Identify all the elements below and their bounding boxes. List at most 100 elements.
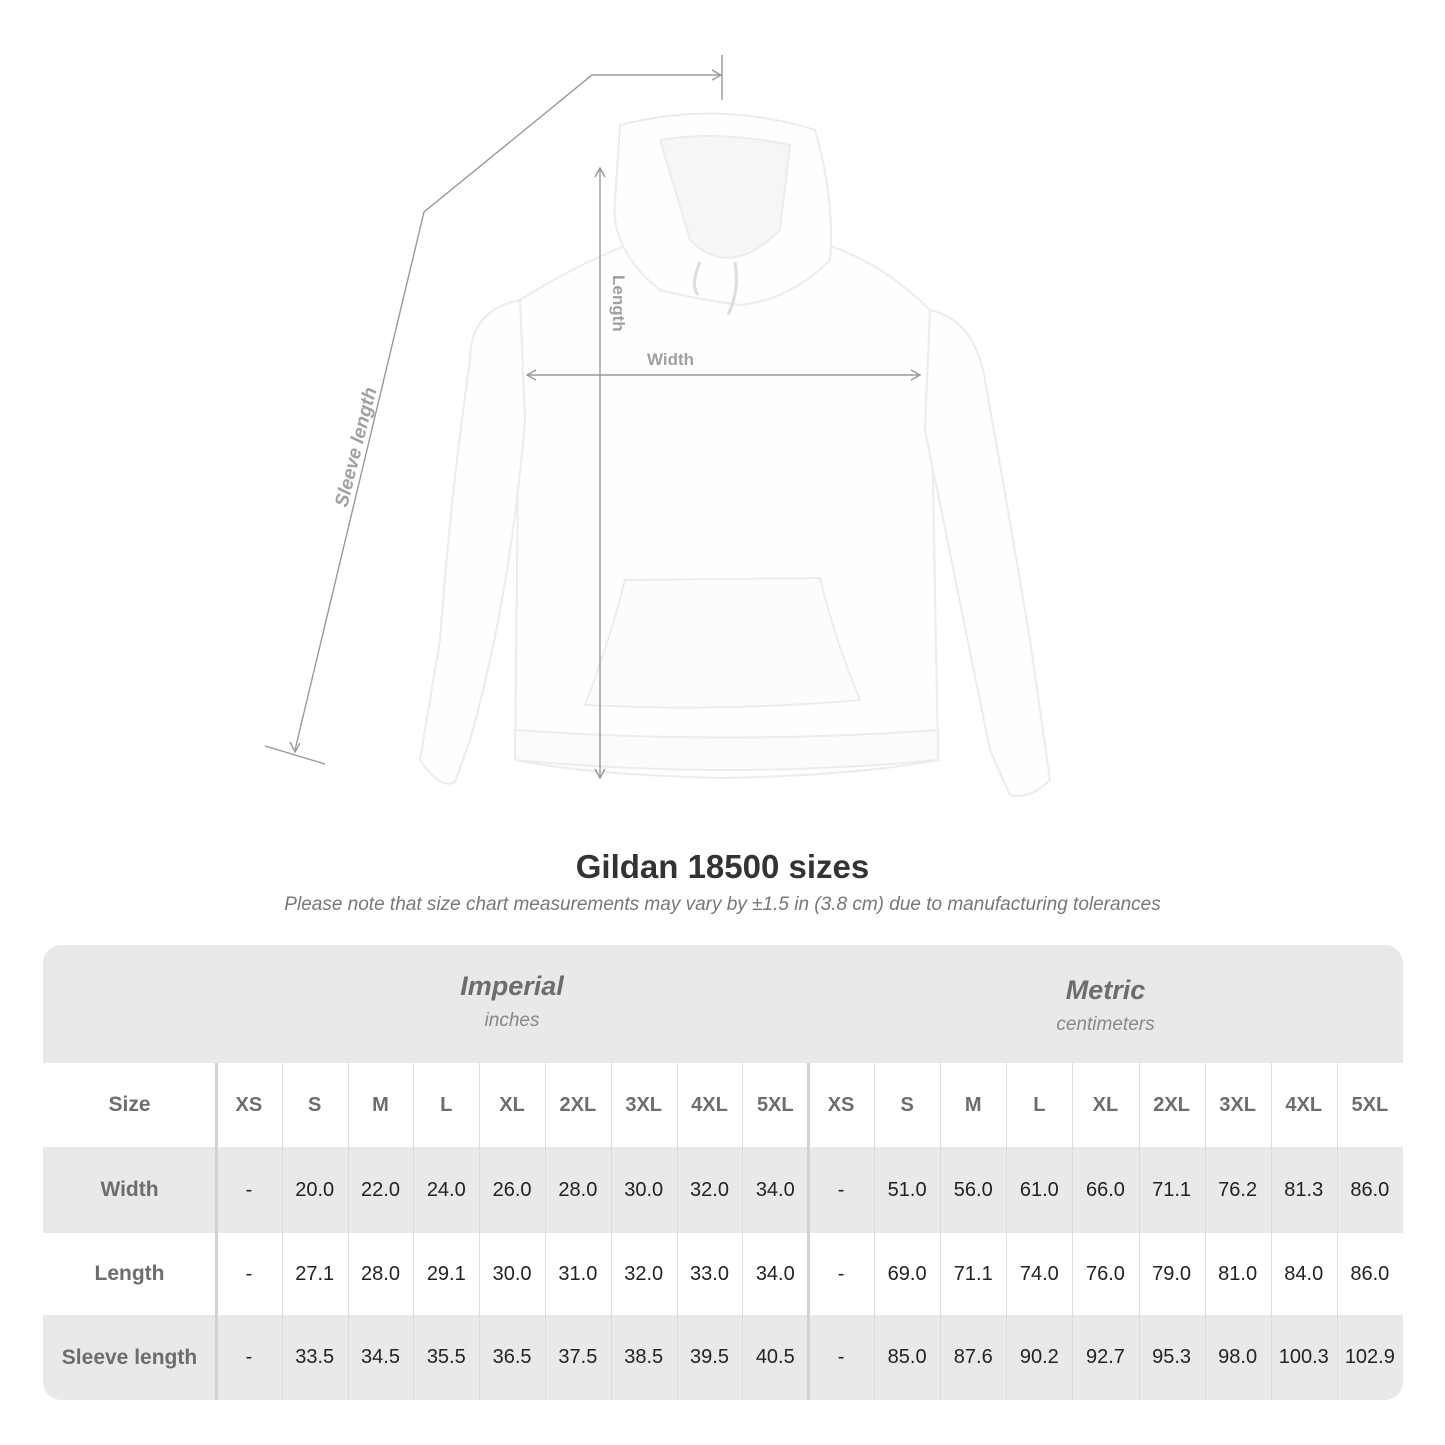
metric-size-3XL: 3XL [1219, 1093, 1256, 1116]
metric-header: Metric centimeters [808, 949, 1403, 1067]
table-cell: 85.0 [887, 1346, 927, 1368]
column-divider [479, 1063, 481, 1400]
table-cell: 30.0 [624, 1178, 664, 1201]
header-band [43, 945, 1403, 1063]
table-cell: 74.0 [1019, 1262, 1059, 1285]
table-cell: 51.0 [887, 1178, 927, 1201]
table-cell: 100.3 [1278, 1346, 1329, 1368]
table-cell: 35.5 [426, 1346, 466, 1368]
table-cell: 28.0 [558, 1178, 598, 1201]
page-title: Gildan 18500 sizes [575, 848, 870, 885]
table-cell: - [245, 1346, 253, 1368]
column-divider [676, 1063, 678, 1400]
metric-size-2XL: 2XL [1153, 1093, 1190, 1116]
hoodie-image [418, 112, 1052, 797]
metric-size-5XL: 5XL [1351, 1093, 1389, 1116]
imperial-size-4XL: 4XL [691, 1093, 728, 1116]
table-cell: 98.0 [1218, 1346, 1258, 1368]
table-cell: 31.0 [558, 1262, 598, 1285]
table-cell: 30.0 [492, 1262, 532, 1285]
hoodie-diagram: Sleeve length Length Width [264, 55, 1052, 797]
table-cell: 71.1 [1152, 1178, 1192, 1201]
table-cell: - [837, 1262, 845, 1285]
metric-size-4XL: 4XL [1285, 1093, 1323, 1116]
table-cell: 79.0 [1152, 1262, 1192, 1285]
column-divider [1336, 1063, 1338, 1400]
table-cell: 40.5 [755, 1346, 795, 1368]
width-measure-line [525, 369, 922, 381]
length-measure-line [594, 166, 606, 780]
imperial-size-3XL: 3XL [625, 1093, 663, 1116]
row-label: Sleeve length [61, 1345, 198, 1369]
table-cell: 33.0 [690, 1262, 729, 1285]
column-divider [742, 1063, 744, 1400]
metric-size-S: S [900, 1093, 914, 1116]
table-cell: 22.0 [361, 1178, 400, 1201]
table-cell: 95.3 [1152, 1346, 1192, 1368]
imperial-size-XL: XL [499, 1093, 525, 1116]
column-divider [807, 1063, 810, 1400]
table-cell: - [245, 1178, 253, 1201]
column-divider [940, 1063, 942, 1400]
table-cell: 66.0 [1085, 1178, 1125, 1201]
table-cell: 27.1 [295, 1262, 335, 1285]
table-cell: 26.0 [492, 1178, 532, 1201]
table-cell: 86.0 [1350, 1262, 1390, 1285]
column-divider [215, 1063, 218, 1400]
table-cell: - [245, 1262, 253, 1285]
imperial-size-L: L [440, 1093, 453, 1116]
tolerance-note: Please note that size chart measurements… [284, 894, 1161, 915]
metric-size-L: L [1033, 1093, 1046, 1116]
table-cell: 37.5 [558, 1346, 598, 1368]
size-header: Size [108, 1093, 151, 1116]
table-cell: 38.5 [624, 1346, 664, 1368]
table-cell: 86.0 [1350, 1178, 1390, 1201]
drawstrings [693, 261, 738, 316]
table-cell: - [837, 1178, 845, 1201]
table-cell: 81.3 [1284, 1178, 1324, 1201]
table-cell: 76.2 [1218, 1178, 1258, 1201]
size-table: Imperial inches Metric centimeters Size X… [43, 945, 1403, 1400]
imperial-size-M: M [372, 1093, 389, 1116]
metric-unit: centimeters [1056, 1014, 1155, 1035]
table-cell: 20.0 [295, 1178, 335, 1201]
table-cell: 33.5 [295, 1346, 335, 1368]
table-cell: 81.0 [1218, 1262, 1258, 1285]
table-cell: 87.6 [953, 1346, 993, 1368]
table-cell: 39.5 [690, 1346, 729, 1368]
table-cell: 28.0 [361, 1262, 400, 1285]
imperial-size-XS: XS [235, 1093, 263, 1116]
table-cell: 90.2 [1019, 1346, 1059, 1368]
metric-size-XS: XS [827, 1093, 855, 1116]
table-cell: 92.7 [1085, 1346, 1125, 1368]
length-label: Length [609, 275, 628, 332]
column-divider [1138, 1063, 1140, 1400]
table-cell: 61.0 [1019, 1178, 1059, 1201]
table-cell: 36.5 [492, 1346, 532, 1368]
row-band-sleeve [43, 1315, 1403, 1400]
metric-size-M: M [964, 1093, 982, 1116]
imperial-header: Imperial inches [216, 945, 808, 1063]
imperial-size-S: S [308, 1093, 322, 1116]
width-label: Width [647, 350, 694, 369]
table-cell: 24.0 [426, 1178, 466, 1201]
table-cell: 29.1 [426, 1262, 466, 1285]
imperial-size-5XL: 5XL [756, 1093, 794, 1116]
metric-title: Metric [1065, 975, 1146, 1005]
row-label: Width [100, 1178, 159, 1201]
table-cell: 56.0 [953, 1178, 993, 1201]
column-divider [545, 1063, 546, 1400]
column-divider [1072, 1063, 1074, 1400]
table-cell: 34.0 [755, 1178, 795, 1201]
metric-size-XL: XL [1092, 1093, 1119, 1116]
column-divider [610, 1063, 612, 1400]
table-cell: 32.0 [690, 1178, 729, 1201]
table-cell: 69.0 [887, 1262, 927, 1285]
imperial-unit: inches [484, 1010, 540, 1031]
sleeve-length-label: Sleeve length [331, 385, 381, 509]
row-label: Length [94, 1262, 165, 1285]
column-divider [347, 1063, 349, 1400]
column-divider [1006, 1063, 1008, 1400]
row-band-width [43, 1147, 1403, 1233]
column-divider [281, 1063, 283, 1400]
